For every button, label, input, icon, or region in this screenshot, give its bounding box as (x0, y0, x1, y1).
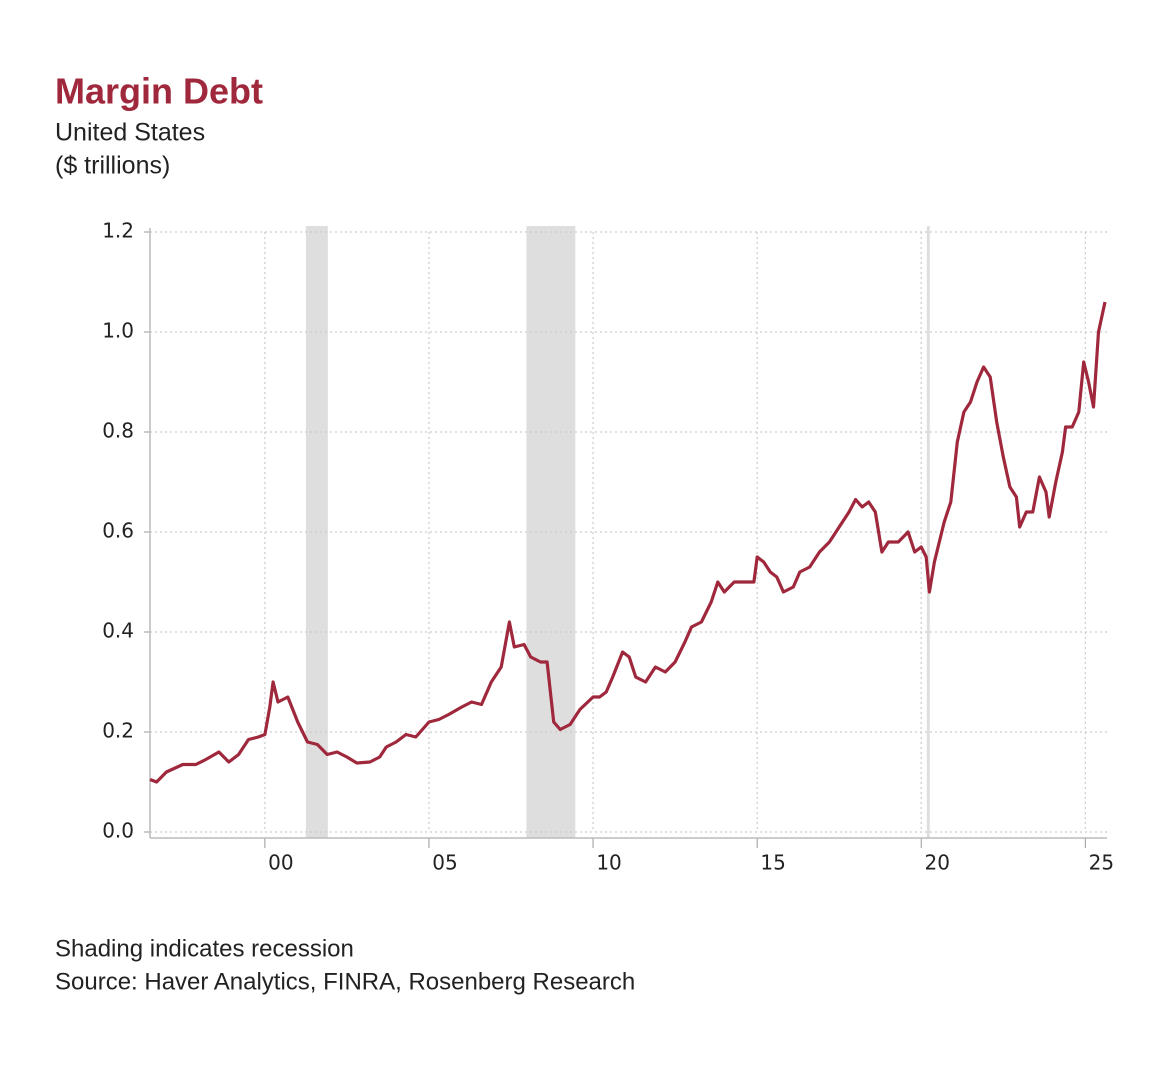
x-tick-label: 10 (596, 851, 621, 875)
x-tick-label: 00 (268, 851, 293, 875)
y-tick-label: 0.4 (102, 619, 134, 643)
x-tick-label: 20 (925, 851, 950, 875)
chart-subtitle: United States (55, 119, 205, 147)
x-tick-label: 05 (432, 851, 457, 875)
note: Shading indicates recession (55, 935, 354, 962)
chart-title: Margin Debt (55, 71, 263, 112)
x-tick-label: 15 (760, 851, 785, 875)
y-tick-label: 0.8 (102, 419, 134, 443)
x-tick-label: 25 (1089, 851, 1114, 875)
y-tick-label: 1.0 (102, 319, 134, 343)
source: Source: Haver Analytics, FINRA, Rosenber… (55, 968, 635, 995)
recession-shading (926, 226, 930, 838)
y-tick-label: 0.2 (102, 719, 134, 743)
chart-subtitle: ($ trillions) (55, 152, 170, 180)
data-line (149, 301, 1107, 784)
y-tick-label: 1.2 (102, 219, 134, 243)
y-tick-label: 0.6 (102, 519, 134, 543)
plot-area: 0.0 0.2 0.4 0.6 0.8 1.0 1.2 00 05 10 15 20 25 (102, 219, 1114, 875)
y-tick-label: 0.0 (102, 819, 134, 843)
